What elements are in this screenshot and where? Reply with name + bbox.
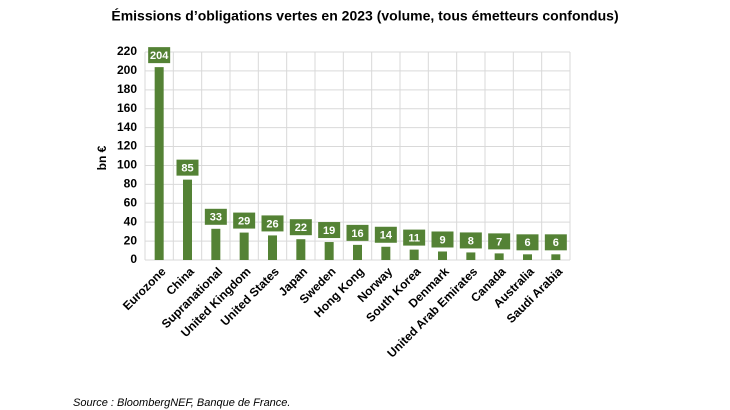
bar [239, 232, 249, 260]
value-label: 26 [266, 218, 278, 230]
y-tick-label: 180 [117, 82, 137, 96]
chart-title: Émissions d’obligations vertes en 2023 (… [111, 8, 618, 24]
value-label: 85 [181, 163, 193, 175]
value-label: 14 [380, 230, 393, 242]
value-label-box [176, 159, 199, 176]
value-label-box [289, 219, 312, 236]
bar [296, 239, 306, 260]
y-tick-label: 100 [117, 158, 137, 172]
bar [154, 67, 164, 260]
value-label-box [204, 208, 227, 225]
value-label: 19 [323, 225, 335, 237]
y-tick-label: 20 [124, 233, 138, 247]
bar [268, 235, 277, 260]
x-tick-label: Eurozone [120, 264, 169, 313]
value-label-box [148, 47, 171, 64]
bar [438, 251, 447, 260]
value-label: 22 [295, 222, 307, 234]
bar [183, 179, 192, 260]
value-label-box [431, 231, 454, 248]
value-label: 8 [468, 235, 474, 247]
bar [466, 252, 476, 260]
value-label: 16 [351, 228, 363, 240]
value-label: 9 [439, 234, 445, 246]
y-tick-label: 0 [130, 252, 137, 266]
value-label: 7 [496, 236, 502, 248]
y-tick-label: 200 [117, 63, 137, 77]
value-label-box [318, 222, 341, 239]
y-tick-label: 160 [117, 101, 137, 115]
bar [381, 246, 391, 260]
bar [211, 228, 221, 260]
bar [551, 254, 561, 260]
bar [409, 249, 419, 260]
value-label: 11 [408, 233, 420, 245]
bar [494, 253, 504, 260]
value-label-box [544, 234, 567, 251]
y-axis-label: bn € [95, 145, 109, 170]
value-label-box [403, 229, 426, 246]
y-tick-label: 60 [124, 195, 138, 209]
bar [324, 242, 334, 260]
value-label-box [459, 232, 482, 249]
value-label-box [233, 212, 256, 229]
value-label: 6 [524, 237, 530, 249]
y-tick-label: 220 [117, 44, 137, 58]
source-note: Source : BloombergNEF, Banque de France. [73, 397, 290, 409]
value-label-box [374, 226, 397, 243]
value-label-box [516, 234, 539, 251]
value-label: 6 [553, 237, 559, 249]
value-label-box [261, 215, 284, 232]
y-tick-label: 120 [117, 139, 137, 153]
y-tick-label: 80 [124, 177, 138, 191]
y-tick-label: 40 [124, 214, 138, 228]
value-label: 29 [238, 215, 250, 227]
bar [353, 244, 362, 260]
y-tick-label: 140 [117, 120, 137, 134]
bar [523, 254, 532, 260]
value-label: 204 [150, 50, 169, 62]
value-label: 33 [210, 212, 222, 224]
value-label-box [346, 224, 369, 241]
value-label-box [488, 233, 511, 250]
